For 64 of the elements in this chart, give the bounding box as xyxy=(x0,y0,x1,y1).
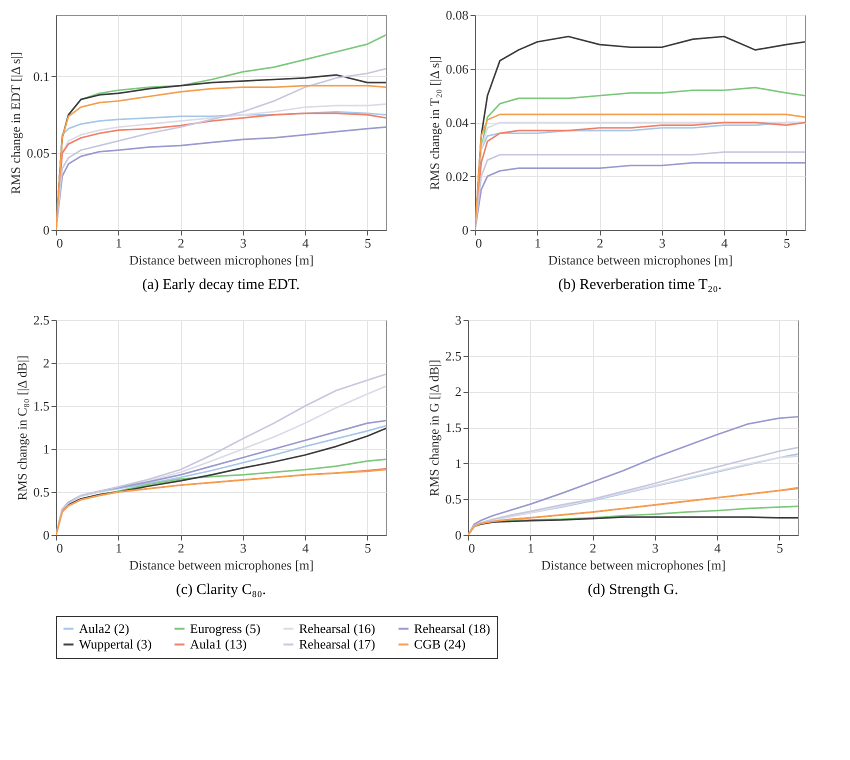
x-tick-label: 2 xyxy=(178,236,184,250)
x-axis-title: Distance between microphones [m] xyxy=(548,252,733,268)
y-tick-label: 0 xyxy=(43,222,50,238)
x-tick-label: 2 xyxy=(178,540,184,556)
x-tick-label: 4 xyxy=(721,236,728,250)
y-tick-label: 0 xyxy=(462,222,468,238)
y-tick-label: 1.5 xyxy=(33,398,50,414)
x-tick-label: 0 xyxy=(56,540,63,556)
x-tick-label: 1 xyxy=(116,540,122,556)
text: (d) Strength G. xyxy=(588,582,678,598)
text: (b) Reverberation time T₂₀. xyxy=(558,277,722,293)
x-tick-label: 4 xyxy=(302,236,310,250)
x-tick-label: 1 xyxy=(528,540,534,556)
y-tick-label: 0.5 xyxy=(33,484,50,500)
y-tick-label: 0.1 xyxy=(33,68,50,84)
y-axis-title: RMS change in T₂₀ [|Δ s|] xyxy=(426,56,442,190)
x-tick-label: 5 xyxy=(776,540,784,556)
y-tick-label: 2 xyxy=(455,384,462,400)
legend-label: Aula1 (13) xyxy=(190,636,247,652)
legend-label: Rehearsal (16) xyxy=(299,620,376,636)
x-tick-label: 2 xyxy=(596,236,604,250)
legend-label: Eurogress (5) xyxy=(190,620,260,636)
y-tick-label: 2.5 xyxy=(33,312,50,328)
text: (c) Clarity C₈₀. xyxy=(176,582,266,598)
x-axis-title: Distance between microphones [m] xyxy=(129,252,314,268)
y-axis-title: RMS change in C₈₀ [|Δ dB|] xyxy=(14,355,30,501)
legend-label: Aula2 (2) xyxy=(79,620,130,636)
x-tick-label: 0 xyxy=(476,236,482,250)
y-tick-label: 0.5 xyxy=(445,492,462,507)
y-tick-label: 0.04 xyxy=(446,115,469,130)
x-axis-title: Distance between microphones [m] xyxy=(541,558,726,572)
y-tick-label: 0 xyxy=(43,528,50,542)
y-tick-label: 0.05 xyxy=(26,146,50,161)
y-tick-label: 0.02 xyxy=(446,168,468,184)
x-tick-label: 3 xyxy=(659,236,666,250)
x-tick-label: 3 xyxy=(240,540,247,556)
x-axis-title: Distance between microphones [m] xyxy=(129,558,314,572)
x-tick-label: 4 xyxy=(714,540,722,556)
legend-label: Rehearsal (17) xyxy=(299,636,376,652)
x-tick-label: 5 xyxy=(364,540,372,556)
y-tick-label: 2.5 xyxy=(445,348,462,364)
x-tick-label: 3 xyxy=(240,236,247,250)
y-tick-label: 0.08 xyxy=(446,8,468,22)
y-axis-title: RMS change in EDT [|Δ s|] xyxy=(8,52,23,194)
y-tick-label: 2 xyxy=(43,356,50,370)
legend-label: Rehearsal (18) xyxy=(414,620,490,636)
text: (a) Early decay time EDT. xyxy=(142,277,300,293)
y-tick-label: 0 xyxy=(455,528,462,542)
legend-label: Wuppertal (3) xyxy=(79,636,152,652)
y-axis-title: RMS change in G [|Δ dB|] xyxy=(426,360,442,496)
x-tick-label: 1 xyxy=(534,236,542,250)
y-tick-label: 1 xyxy=(43,442,50,456)
y-tick-label: 3 xyxy=(455,312,462,328)
y-tick-label: 1.5 xyxy=(445,420,462,435)
x-tick-label: 2 xyxy=(590,540,596,556)
x-tick-label: 0 xyxy=(56,236,63,250)
y-tick-label: 1 xyxy=(455,456,462,471)
y-tick-label: 0.06 xyxy=(446,61,469,76)
x-tick-label: 3 xyxy=(652,540,659,556)
x-tick-label: 1 xyxy=(116,236,122,250)
x-tick-label: 5 xyxy=(364,236,372,250)
x-tick-label: 4 xyxy=(302,540,310,556)
x-tick-label: 5 xyxy=(784,236,790,250)
legend-label: CGB (24) xyxy=(414,636,466,652)
